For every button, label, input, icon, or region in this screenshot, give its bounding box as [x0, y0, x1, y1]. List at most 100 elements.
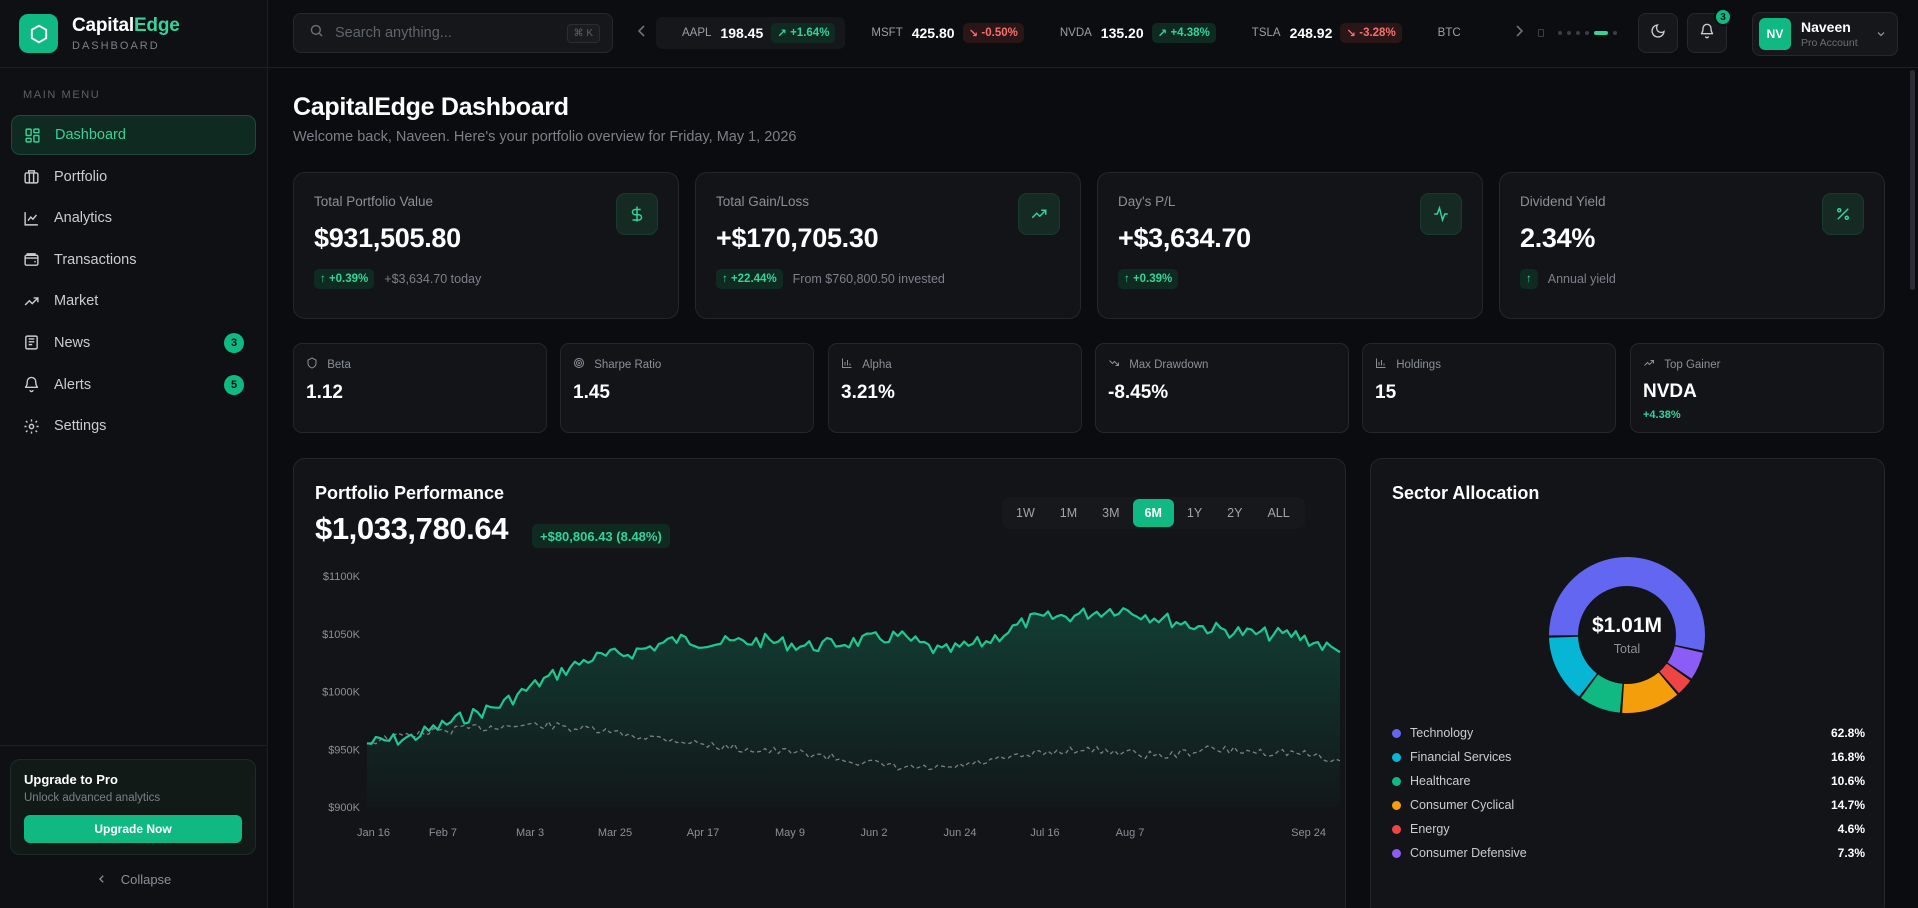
search-input[interactable] — [335, 25, 555, 41]
kpi-value: $931,505.80 — [314, 223, 461, 253]
hexagon-logo-icon — [19, 14, 58, 53]
pause-icon[interactable] — [1538, 29, 1544, 37]
sidebar-item-market[interactable]: Market — [11, 281, 256, 321]
ticker-symbol: TSLA — [1251, 27, 1281, 39]
sidebar-item-dashboard[interactable]: Dashboard — [11, 115, 256, 155]
donut-slice[interactable] — [1549, 636, 1598, 697]
legend-item[interactable]: Energy 4.6% — [1392, 817, 1865, 841]
pager-dot[interactable] — [1576, 31, 1580, 35]
legend-label: Consumer Cyclical — [1410, 798, 1515, 812]
kpi-card-dividend-yield[interactable]: Dividend Yield 2.34% ↑ Annual yield — [1499, 172, 1885, 319]
donut-slice[interactable] — [1580, 674, 1624, 713]
metric-sub: +4.38% — [1643, 409, 1681, 421]
performance-line-chart[interactable]: $1100K $1050K $1000K $950K $900K Jan 16 Feb 7 M… — [294, 559, 1347, 908]
sidebar-item-portfolio[interactable]: Portfolio — [11, 157, 256, 197]
donut-slice[interactable] — [1622, 672, 1678, 713]
legend-swatch — [1392, 776, 1401, 786]
pager-dot[interactable] — [1567, 31, 1571, 35]
ticker-item-nvda[interactable]: NVDA 135.20 ↗ +4.38% — [1034, 17, 1226, 49]
legend-value: 7.3% — [1837, 846, 1865, 860]
donut-slice[interactable] — [1659, 663, 1691, 694]
trending-up-icon — [1643, 357, 1661, 372]
perf-value: $1,033,780.64 — [315, 511, 509, 546]
user-role: Pro Account — [1801, 37, 1858, 49]
briefcase-icon — [23, 168, 40, 185]
pager-dot[interactable] — [1613, 31, 1617, 35]
metric-card-max-drawdown[interactable]: Max Drawdown -8.45% — [1095, 343, 1349, 433]
ticker-item-tsla[interactable]: TSLA 248.92 ↘ -3.28% — [1226, 17, 1412, 49]
user-name: Naveen — [1801, 19, 1851, 35]
ticker-item-btc[interactable]: BTC — [1412, 17, 1480, 49]
brand-name: CapitalEdge — [72, 15, 180, 36]
sidebar-item-analytics[interactable]: Analytics — [11, 198, 256, 238]
line-chart-icon — [23, 210, 40, 227]
metric-card-holdings[interactable]: Holdings 15 — [1362, 343, 1616, 433]
metric-label: Max Drawdown — [1129, 358, 1209, 371]
user-profile-menu[interactable]: NV Naveen Pro Account — [1752, 12, 1898, 56]
range-1w[interactable]: 1W — [1016, 506, 1035, 520]
kpi-value: +$3,634.70 — [1118, 223, 1251, 253]
sidebar-item-news[interactable]: News 3 — [11, 323, 256, 363]
topbar: ⌘ K AAPL 198.45 ↗ +1.64% MSFT 425.80 ↘ -… — [268, 0, 1918, 68]
ticker-change: ↗ +4.38% — [1151, 23, 1216, 43]
legend-item[interactable]: Technology 62.8% — [1392, 721, 1865, 745]
metric-card-beta[interactable]: Beta 1.12 — [293, 343, 547, 433]
upgrade-card: Upgrade to Pro Unlock advanced analytics… — [10, 759, 256, 855]
metric-card-top-gainer[interactable]: Top Gainer NVDA +4.38% — [1630, 343, 1884, 433]
metric-card-sharpe[interactable]: Sharpe Ratio 1.45 — [560, 343, 814, 433]
sidebar-item-settings[interactable]: Settings — [11, 406, 256, 446]
collapse-button[interactable]: Collapse — [0, 872, 268, 887]
metric-value: 1.45 — [573, 382, 610, 403]
scrollbar[interactable] — [1910, 70, 1915, 290]
search-icon — [309, 23, 324, 43]
search-box[interactable]: ⌘ K — [293, 13, 613, 53]
theme-toggle-button[interactable] — [1638, 13, 1678, 53]
metric-value: -8.45% — [1108, 382, 1169, 403]
donut-slice[interactable] — [1549, 557, 1705, 651]
sidebar-item-transactions[interactable]: Transactions — [11, 240, 256, 280]
ticker-next-icon[interactable] — [1515, 24, 1524, 40]
legend-item[interactable]: Financial Services 16.8% — [1392, 745, 1865, 769]
kpi-card-total-gain[interactable]: Total Gain/Loss +$170,705.30 ↑ +22.44% F… — [695, 172, 1081, 319]
range-3m[interactable]: 3M — [1102, 506, 1120, 520]
ticker-prev-icon[interactable] — [637, 24, 646, 40]
percent-icon — [1822, 193, 1864, 235]
benchmark-line — [366, 720, 1341, 771]
legend-item[interactable]: Healthcare 10.6% — [1392, 769, 1865, 793]
page-subtitle: Welcome back, Naveen. Here's your portfo… — [293, 129, 797, 145]
chevron-left-icon — [97, 872, 107, 887]
sidebar-item-label: Portfolio — [54, 168, 108, 185]
range-2y[interactable]: 2Y — [1227, 506, 1243, 520]
metric-label: Top Gainer — [1664, 358, 1721, 371]
brand[interactable]: CapitalEdge DASHBOARD — [0, 0, 267, 68]
ticker-pager[interactable] — [1538, 29, 1622, 37]
trend-up-icon: ↗ — [777, 28, 787, 40]
ticker-price: 198.45 — [720, 25, 764, 41]
range-1y[interactable]: 1Y — [1186, 506, 1203, 520]
pager-dot[interactable] — [1558, 31, 1562, 35]
sector-donut-chart[interactable] — [1535, 543, 1719, 727]
metric-card-alpha[interactable]: Alpha 3.21% — [828, 343, 1082, 433]
trending-down-icon — [1108, 357, 1126, 372]
upgrade-now-button[interactable]: Upgrade Now — [24, 815, 242, 843]
donut-slice[interactable] — [1667, 645, 1703, 679]
pager-dot-active[interactable] — [1594, 31, 1608, 35]
range-selector: 1W 1M 3M 6M 1Y 2Y ALL — [1002, 497, 1305, 529]
pager-dot[interactable] — [1585, 31, 1589, 35]
range-all[interactable]: ALL — [1267, 506, 1290, 520]
ticker-item-msft[interactable]: MSFT 425.80 ↘ -0.50% — [845, 17, 1033, 49]
ticker-item-aapl[interactable]: AAPL 198.45 ↗ +1.64% — [656, 17, 846, 49]
legend-item[interactable]: Consumer Defensive 7.3% — [1392, 841, 1865, 865]
legend-label: Energy — [1410, 822, 1450, 836]
legend-item[interactable]: Consumer Cyclical 14.7% — [1392, 793, 1865, 817]
stock-ticker: AAPL 198.45 ↗ +1.64% MSFT 425.80 ↘ -0.50… — [656, 17, 1488, 49]
range-6m[interactable]: 6M — [1132, 499, 1174, 527]
notifications-button[interactable]: 3 — [1687, 8, 1732, 53]
trend-down-icon: ↘ — [968, 28, 979, 40]
kpi-card-days-pl[interactable]: Day's P/L +$3,634.70 ↑ +0.39% — [1097, 172, 1483, 319]
y-tick-label: $1000K — [322, 687, 361, 699]
kpi-value: 2.34% — [1520, 223, 1596, 253]
range-1m[interactable]: 1M — [1059, 506, 1078, 520]
kpi-card-portfolio-value[interactable]: Total Portfolio Value $931,505.80 ↑ +0.3… — [293, 172, 679, 319]
sidebar-item-alerts[interactable]: Alerts 5 — [11, 365, 256, 405]
